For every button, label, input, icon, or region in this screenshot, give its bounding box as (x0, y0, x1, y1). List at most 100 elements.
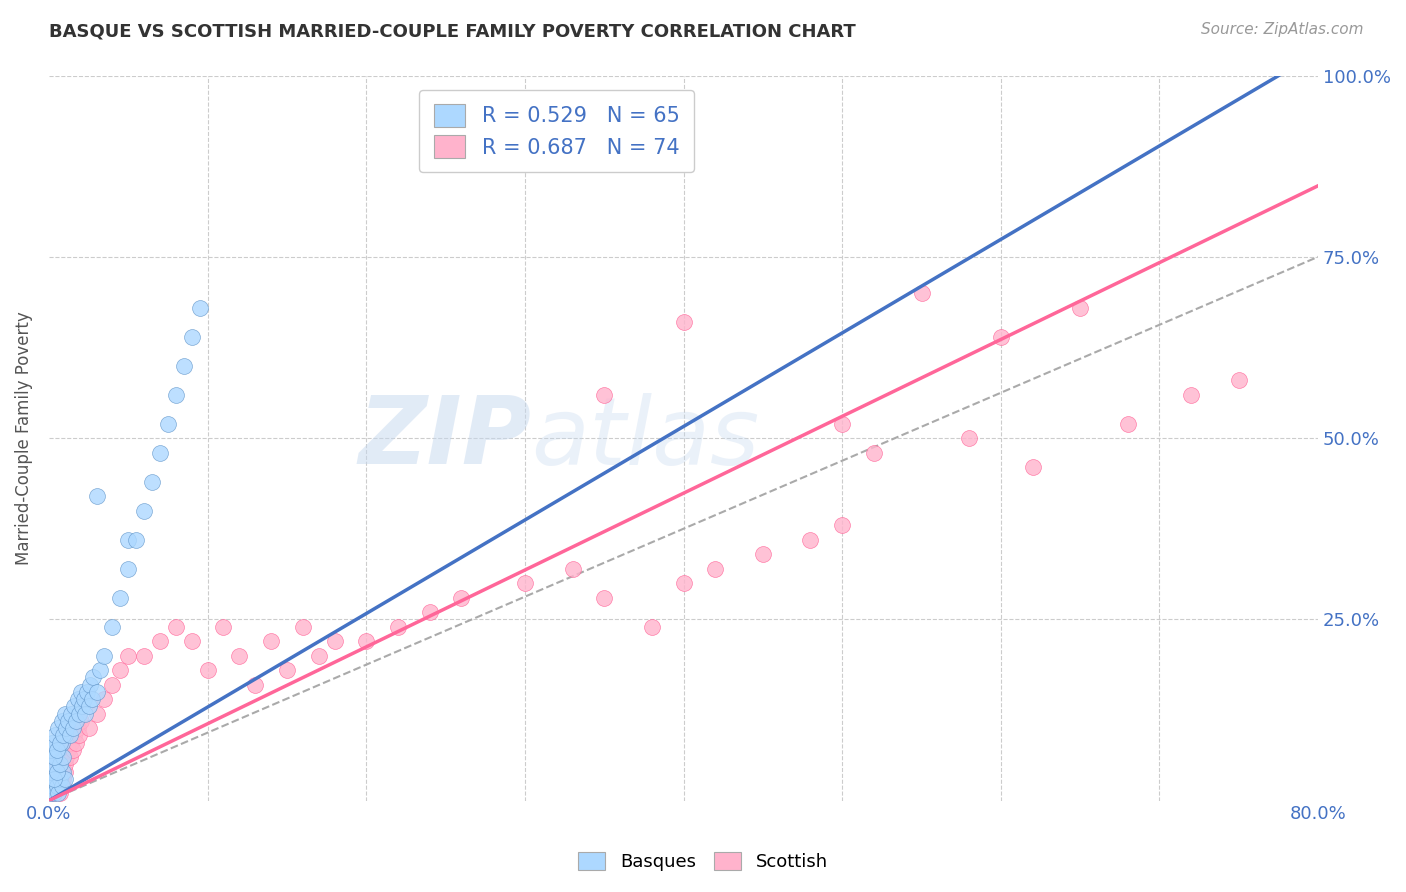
Point (52, 772, 75, 786)
Point (41, 757, 63, 772)
Text: Source: ZipAtlas.com: Source: ZipAtlas.com (1201, 22, 1364, 37)
Y-axis label: Married-Couple Family Poverty: Married-Couple Family Poverty (15, 311, 32, 565)
Point (245, 677, 267, 691)
Point (308, 648, 330, 663)
Point (53, 706, 76, 721)
Point (69, 714, 91, 728)
Point (44, 764, 66, 779)
Point (39, 743, 62, 757)
Text: atlas: atlas (531, 392, 759, 483)
Point (55, 750, 77, 764)
Point (93, 692, 115, 706)
Point (41, 757, 63, 772)
Point (44, 772, 66, 786)
Point (58, 728, 80, 742)
Point (44, 750, 66, 764)
Point (323, 634, 346, 648)
Point (60, 736, 83, 750)
Point (910, 286, 932, 301)
Point (1227, 373, 1250, 387)
Point (450, 591, 472, 605)
Point (39, 772, 62, 786)
Point (56, 743, 79, 757)
Point (276, 663, 298, 677)
Point (41, 736, 63, 750)
Point (45, 764, 67, 779)
Point (86, 489, 108, 503)
Point (45, 743, 67, 757)
Point (51, 714, 73, 728)
Point (86, 706, 108, 721)
Point (73, 692, 96, 706)
Point (58, 750, 80, 764)
Point (45, 779, 67, 793)
Point (39, 786, 62, 800)
Point (141, 475, 163, 489)
Legend: Basques, Scottish: Basques, Scottish (571, 845, 835, 879)
Point (65, 714, 87, 728)
Point (65, 736, 87, 750)
Point (52, 764, 75, 779)
Point (593, 387, 616, 401)
Point (672, 315, 695, 329)
Point (48, 743, 70, 757)
Point (44, 728, 66, 742)
Point (41, 779, 63, 793)
Point (117, 561, 139, 575)
Point (82, 670, 104, 684)
Point (79, 677, 101, 691)
Point (831, 417, 853, 431)
Point (752, 547, 775, 561)
Point (75, 706, 97, 721)
Point (180, 329, 202, 343)
Point (49, 786, 72, 800)
Point (831, 518, 853, 533)
Point (53, 757, 76, 772)
Point (42, 779, 65, 793)
Point (197, 663, 219, 677)
Text: ZIP: ZIP (359, 392, 531, 484)
Point (117, 533, 139, 547)
Point (45, 772, 67, 786)
Point (513, 576, 536, 591)
Point (356, 634, 378, 648)
Point (110, 663, 132, 677)
Point (76, 685, 98, 699)
Point (1180, 387, 1202, 401)
Point (63, 699, 86, 714)
Point (62, 743, 84, 757)
Point (990, 329, 1012, 343)
Point (672, 576, 695, 591)
Point (86, 685, 108, 699)
Point (51, 772, 73, 786)
Legend: R = 0.529   N = 65, R = 0.687   N = 74: R = 0.529 N = 65, R = 0.687 N = 74 (419, 89, 695, 172)
Point (212, 619, 235, 633)
Point (55, 721, 77, 735)
Point (53, 764, 76, 779)
Point (66, 721, 89, 735)
Point (77, 699, 100, 714)
Point (45, 779, 67, 793)
Point (49, 736, 72, 750)
Point (42, 786, 65, 800)
Point (799, 533, 821, 547)
Point (51, 764, 73, 779)
Point (49, 779, 72, 793)
Point (52, 728, 75, 742)
Point (110, 591, 132, 605)
Point (561, 561, 583, 575)
Point (77, 721, 100, 735)
Point (62, 721, 84, 735)
Point (188, 301, 211, 315)
Point (863, 445, 886, 459)
Point (56, 714, 79, 728)
Point (173, 359, 195, 373)
Point (291, 619, 314, 633)
Point (149, 445, 172, 459)
Point (48, 721, 70, 735)
Point (641, 619, 664, 633)
Point (593, 591, 616, 605)
Point (101, 619, 124, 633)
Point (60, 706, 83, 721)
Point (1116, 417, 1139, 431)
